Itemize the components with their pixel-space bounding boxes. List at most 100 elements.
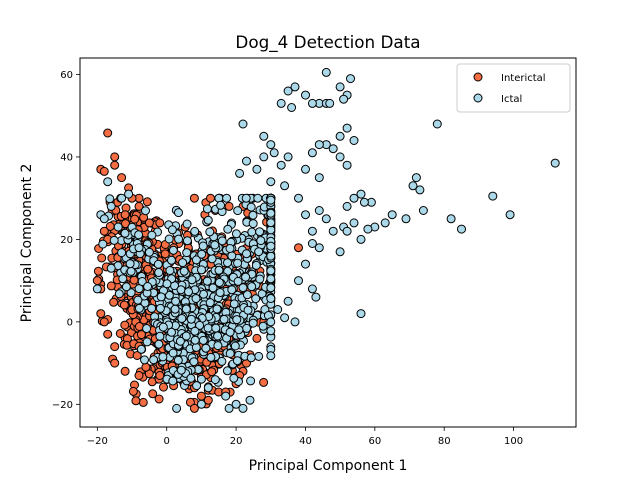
scatter-point-interictal xyxy=(92,276,102,286)
scatter-point-ictal xyxy=(196,399,206,409)
scatter-point-ictal xyxy=(170,304,180,314)
scatter-point-ictal xyxy=(213,331,223,341)
scatter-point-ictal xyxy=(232,356,242,366)
scatter-point-interictal xyxy=(97,253,107,263)
scatter-point-interictal xyxy=(119,300,129,310)
scatter-point-ictal xyxy=(205,298,215,308)
scatter-point-interictal xyxy=(110,160,120,170)
scatter-point-ictal xyxy=(230,341,240,351)
scatter-point-ictal xyxy=(190,335,200,345)
scatter-point-ictal xyxy=(252,164,262,174)
scatter-point-ictal xyxy=(221,391,231,401)
scatter-point-ictal xyxy=(342,123,352,133)
scatter-point-ictal xyxy=(243,305,253,315)
scatter-point-ictal xyxy=(415,185,425,195)
scatter-point-ictal xyxy=(155,303,165,313)
scatter-point-ictal xyxy=(153,259,163,269)
scatter-point-ictal xyxy=(118,274,128,284)
scatter-point-ictal xyxy=(214,265,224,275)
scatter-point-ictal xyxy=(411,173,421,183)
scatter-point-ictal xyxy=(175,336,185,346)
scatter-point-ictal xyxy=(225,327,235,337)
scatter-point-ictal xyxy=(182,219,192,229)
scatter-point-ictal xyxy=(335,152,345,162)
scatter-point-ictal xyxy=(120,228,130,238)
scatter-point-ictal xyxy=(446,214,456,224)
scatter-point-ictal xyxy=(301,90,310,100)
scatter-point-ictal xyxy=(225,349,235,358)
scatter-point-ictal xyxy=(140,355,149,365)
scatter-point-ictal xyxy=(238,119,248,129)
x-tick-label: 80 xyxy=(438,436,451,447)
scatter-point-ictal xyxy=(134,303,144,313)
scatter-point-ictal xyxy=(258,321,268,331)
scatter-point-ictal xyxy=(233,206,243,216)
scatter-point-ictal xyxy=(550,158,560,168)
scatter-point-ictal xyxy=(208,283,218,293)
scatter-point-ictal xyxy=(290,317,300,327)
scatter-point-ictal xyxy=(408,181,418,191)
scatter-point-ictal xyxy=(241,272,251,282)
legend-label-ictal: Ictal xyxy=(501,94,522,105)
scatter-point-ictal xyxy=(283,152,293,162)
scatter-point-ictal xyxy=(222,193,232,203)
legend-label-interictal: Interictal xyxy=(501,73,546,84)
scatter-point-ictal xyxy=(349,136,359,145)
scatter-point-ictal xyxy=(232,315,242,325)
scatter-point-ictal xyxy=(168,245,178,255)
scatter-point-ictal xyxy=(158,322,168,332)
scatter-point-ictal xyxy=(266,274,276,284)
scatter-point-ictal xyxy=(156,292,166,302)
scatter-point-ictal xyxy=(92,284,102,294)
scatter-point-ictal xyxy=(273,305,283,314)
scatter-point-ictal xyxy=(143,282,153,291)
scatter-point-ictal xyxy=(196,374,206,384)
legend-box xyxy=(456,63,571,113)
scatter-point-ictal xyxy=(287,103,297,112)
scatter-point-interictal xyxy=(155,218,165,228)
scatter-point-interictal xyxy=(99,317,109,327)
scatter-point-ictal xyxy=(171,296,181,306)
scatter-point-ictal xyxy=(254,247,264,257)
scatter-point-ictal xyxy=(124,189,134,199)
scatter-point-ictal xyxy=(254,351,264,361)
scatter-point-ictal xyxy=(154,268,164,277)
scatter-point-interictal xyxy=(120,366,130,376)
scatter-point-ictal xyxy=(283,86,293,96)
scatter-point-ictal xyxy=(255,227,265,237)
scatter-point-ictal xyxy=(255,274,265,284)
scatter-point-interictal xyxy=(294,243,303,253)
scatter-point-ictal xyxy=(307,148,317,158)
scatter-point-ictal xyxy=(154,339,164,349)
scatter-point-interictal xyxy=(132,351,142,360)
scatter-point-ictal xyxy=(191,342,201,352)
scatter-point-ictal xyxy=(266,283,276,293)
scatter-point-ictal xyxy=(314,140,324,150)
scatter-point-ictal xyxy=(283,296,293,306)
scatter-point-interictal xyxy=(142,197,152,207)
scatter-point-ictal xyxy=(253,193,263,203)
scatter-point-ictal xyxy=(186,314,196,324)
scatter-point-ictal xyxy=(301,259,310,269)
scatter-point-ictal xyxy=(418,206,428,215)
scatter-point-ictal xyxy=(280,181,290,191)
y-tick-label: 20 xyxy=(60,235,73,246)
scatter-point-ictal xyxy=(335,131,345,141)
scatter-point-ictal xyxy=(248,318,258,328)
x-axis-label: Principal Component 1 xyxy=(249,458,408,474)
scatter-point-ictal xyxy=(217,356,227,366)
scatter-point-ictal xyxy=(191,294,201,303)
scatter-point-ictal xyxy=(173,355,183,365)
scatter-point-ictal xyxy=(314,243,324,253)
scatter-point-ictal xyxy=(179,266,189,276)
scatter-point-interictal xyxy=(206,193,215,203)
scatter-point-ictal xyxy=(187,275,197,285)
scatter-point-ictal xyxy=(167,327,176,337)
scatter-point-ictal xyxy=(106,263,116,273)
scatter-point-ictal xyxy=(172,403,182,413)
scatter-point-ictal xyxy=(212,304,222,314)
scatter-point-ictal xyxy=(149,355,159,365)
scatter-point-interictal xyxy=(154,394,164,404)
scatter-point-ictal xyxy=(335,247,345,257)
